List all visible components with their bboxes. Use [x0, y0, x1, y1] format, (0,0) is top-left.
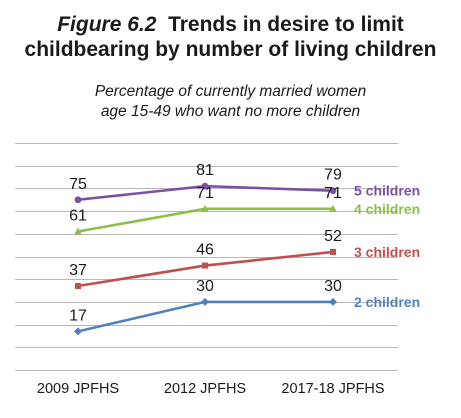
data-point-3-children: [75, 283, 81, 290]
data-point-4-children: [201, 204, 209, 212]
chart-title-line-1: Figure 6.2 Trends in desire to limit: [0, 12, 461, 37]
subtitle-line-2: age 15-49 who want no more children: [100, 103, 361, 120]
value-label-2-children: 30: [324, 278, 342, 295]
x-tick-labels: 2009 JPFHS 2012 JPFHS 2017-18 JPFHS: [37, 381, 385, 397]
data-point-2-children: [329, 297, 337, 306]
x-tick-label: 2012 JPFHS: [164, 381, 246, 397]
value-label-5-children: 75: [69, 176, 87, 193]
data-point-4-children: [329, 204, 337, 212]
chart-subtitle: Percentage of currently married women ag…: [0, 82, 461, 122]
series-labels: 5 children 4 children 3 children 2 children: [354, 183, 420, 310]
value-labels: 75 81 79 61 71 71 37 46 52 17 30 30: [69, 162, 342, 324]
series-label-2-children: 2 children: [354, 294, 420, 310]
figure-label: Figure 6.2: [57, 13, 157, 36]
data-point-2-children: [74, 327, 82, 336]
value-label-3-children: 52: [324, 228, 342, 245]
data-point-4-children: [74, 227, 82, 235]
data-point-3-children: [202, 262, 208, 269]
value-label-3-children: 37: [69, 262, 87, 279]
series-label-5-children: 5 children: [354, 183, 420, 199]
value-label-2-children: 30: [196, 278, 214, 295]
series-line-4-children: [77, 207, 333, 233]
series-markers: [74, 182, 337, 336]
chart-title: Figure 6.2 Trends in desire to limit chi…: [0, 12, 461, 62]
series-label-4-children: 4 children: [354, 201, 420, 217]
value-label-4-children: 71: [196, 185, 214, 202]
x-tick-label: 2009 JPFHS: [37, 381, 119, 397]
value-label-5-children: 79: [324, 167, 342, 184]
chart-title-line-2: childbearing by number of living childre…: [24, 38, 437, 61]
x-tick-label: 2017-18 JPFHS: [281, 381, 384, 397]
grid-lines: [15, 143, 398, 371]
value-label-4-children: 71: [324, 185, 342, 202]
value-label-4-children: 61: [69, 208, 87, 225]
value-label-2-children: 17: [69, 307, 87, 324]
series-line-2-children: [77, 300, 333, 333]
value-label-3-children: 46: [196, 242, 214, 259]
data-point-5-children: [329, 187, 337, 195]
data-point-3-children: [330, 248, 336, 255]
title-text-1: Trends in desire to limit: [168, 13, 404, 36]
data-point-5-children: [74, 196, 82, 204]
data-point-2-children: [201, 297, 209, 306]
value-label-5-children: 81: [196, 162, 214, 179]
series-label-3-children: 3 children: [354, 244, 420, 260]
subtitle-line-1: Percentage of currently married women: [94, 83, 367, 100]
data-point-5-children: [201, 182, 209, 190]
